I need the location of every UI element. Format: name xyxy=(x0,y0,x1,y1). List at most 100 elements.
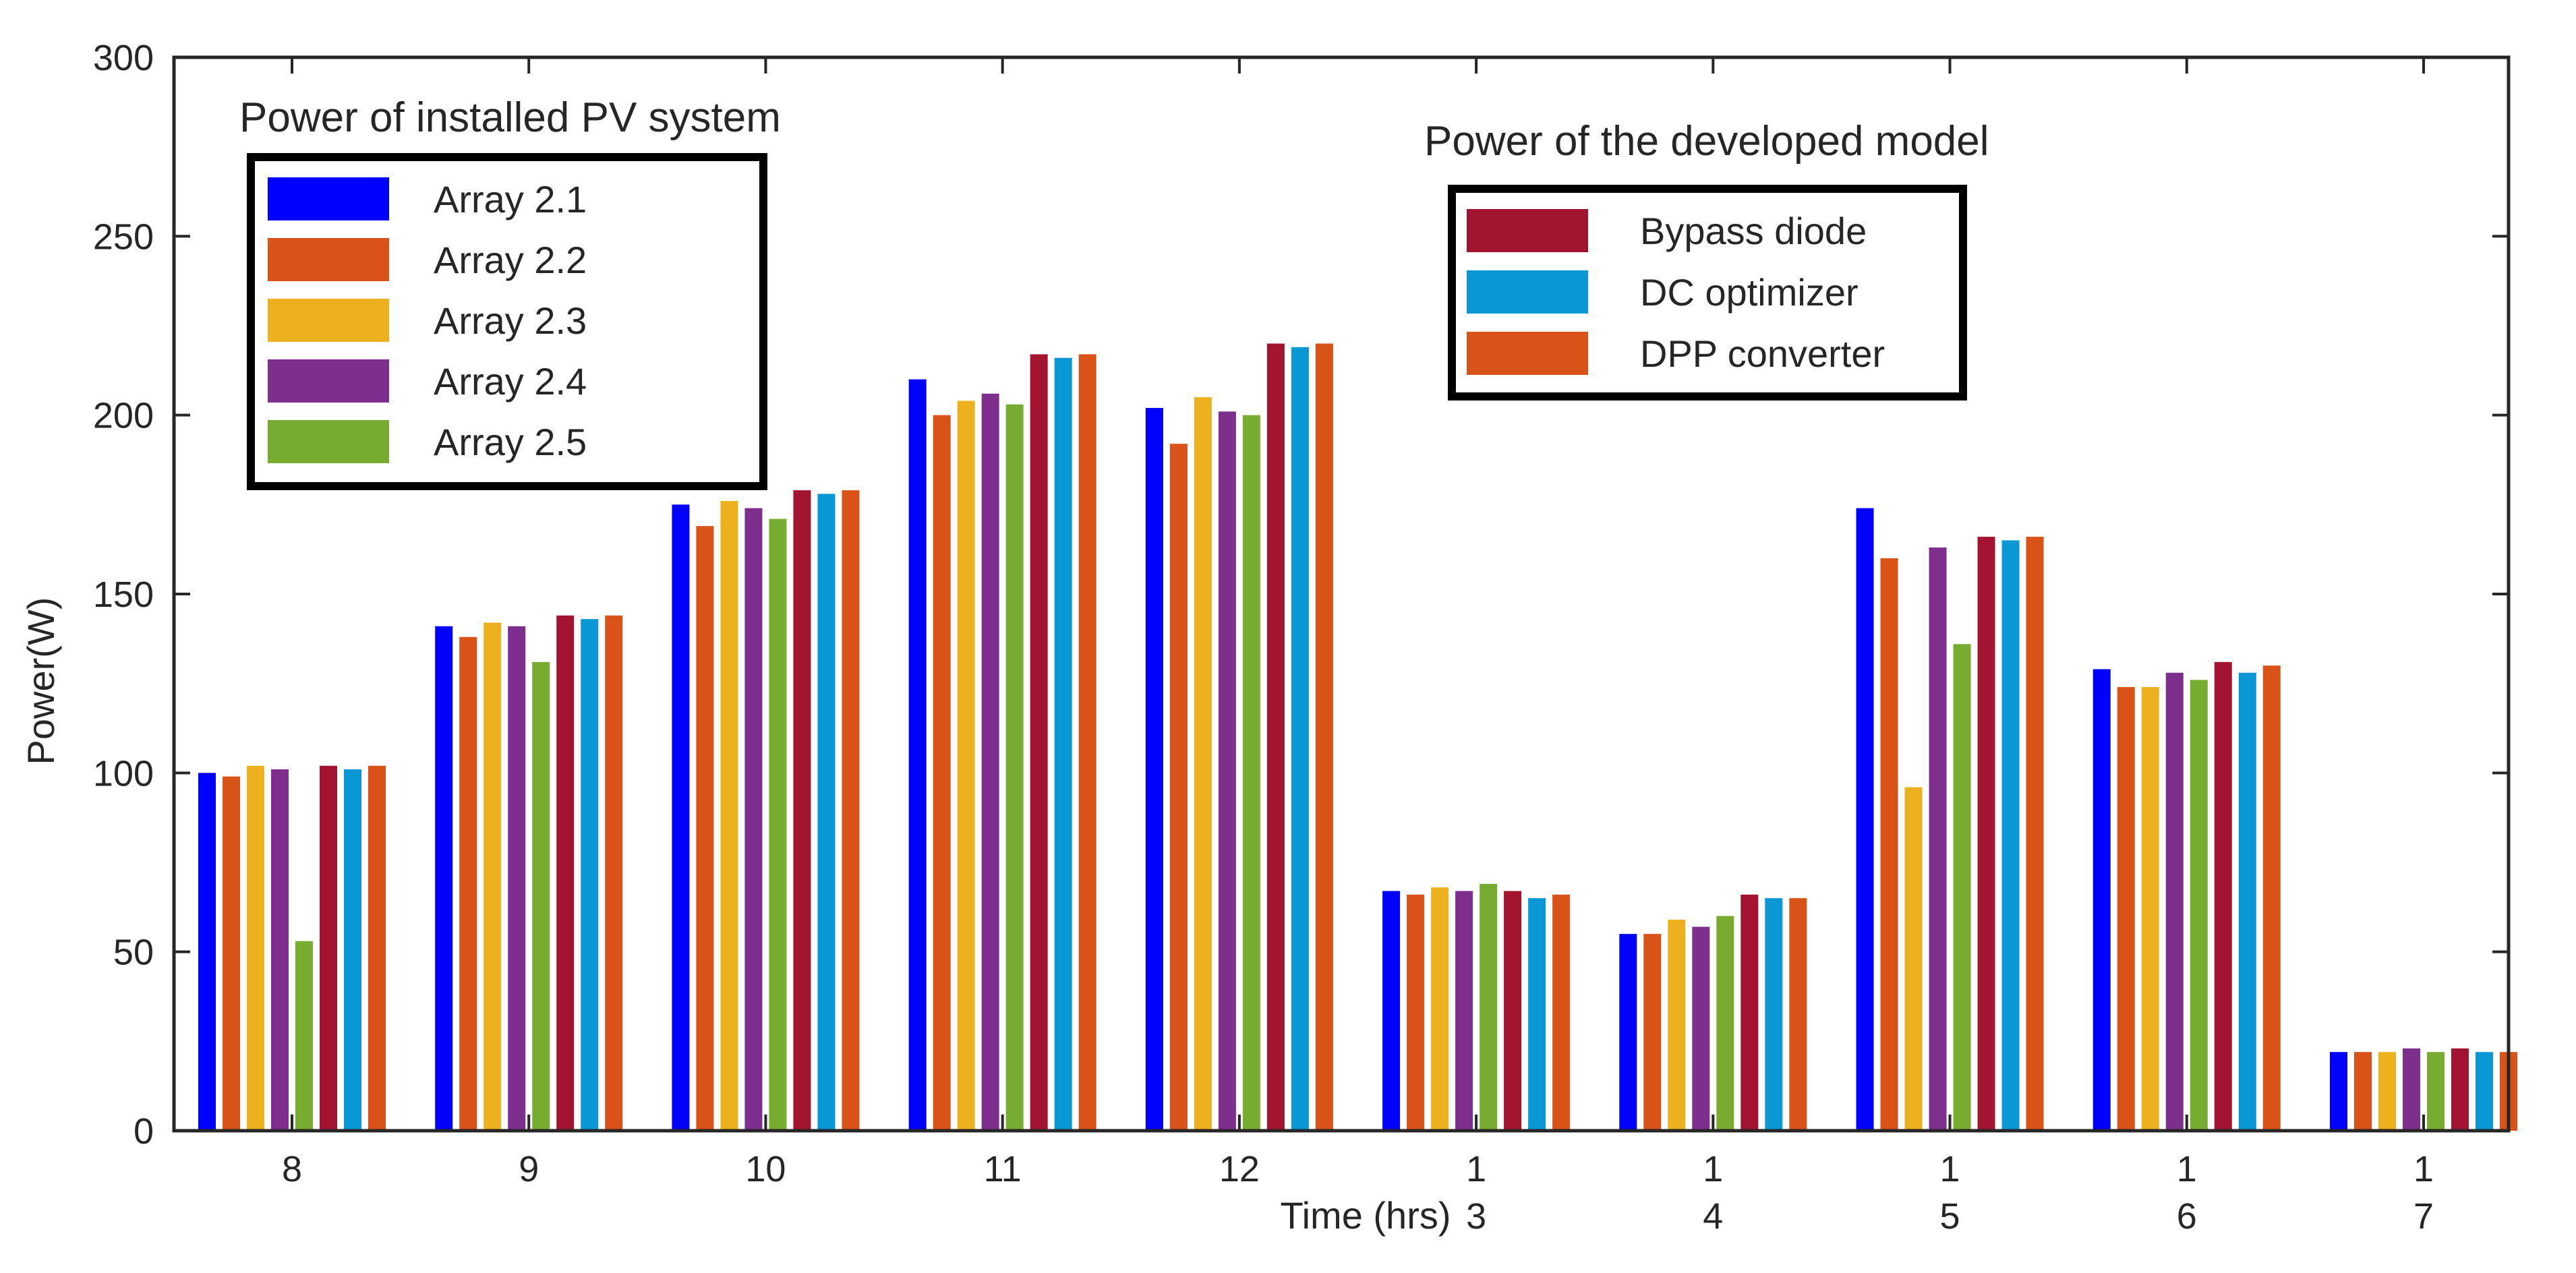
legend-label: DPP converter xyxy=(1640,332,1885,375)
bar-array-2-3-15 xyxy=(1904,787,1923,1131)
legend-label: Array 2.1 xyxy=(434,178,587,220)
x-tick-label-line2: 7 xyxy=(2413,1196,2434,1237)
bar-array-2-5-9 xyxy=(532,661,550,1131)
bar-bypass-diode-9 xyxy=(556,615,575,1131)
bar-dc-optimizer-16 xyxy=(2238,672,2256,1131)
legend-swatch-array-2-1 xyxy=(268,177,389,220)
bar-array-2-4-10 xyxy=(744,508,763,1131)
y-tick-label: 0 xyxy=(134,1111,154,1152)
x-tick-label: 8 xyxy=(282,1149,302,1189)
legend-swatch-array-2-2 xyxy=(268,238,389,281)
legend-label: Array 2.4 xyxy=(434,360,587,403)
legend-label: Array 2.2 xyxy=(434,239,587,281)
bar-array-2-2-16 xyxy=(2117,686,2135,1131)
bar-array-2-1-17 xyxy=(2330,1052,2347,1131)
bar-array-2-5-13 xyxy=(1480,883,1498,1131)
legend-swatch-array-2-4 xyxy=(268,359,389,403)
bar-array-2-1-16 xyxy=(2092,669,2111,1131)
bar-array-2-3-14 xyxy=(1668,919,1686,1131)
bar-array-2-3-10 xyxy=(720,501,738,1131)
bar-array-2-5-11 xyxy=(1005,404,1024,1131)
bar-array-2-4-11 xyxy=(981,393,999,1131)
bar-array-2-4-12 xyxy=(1218,411,1236,1131)
bar-array-2-1-9 xyxy=(435,626,453,1131)
bar-array-2-2-10 xyxy=(696,526,714,1131)
legend-swatch-dpp-converter xyxy=(1467,332,1588,375)
bar-array-2-4-16 xyxy=(2165,672,2184,1131)
bar-array-2-5-15 xyxy=(1953,644,1971,1131)
x-tick-label: 1 xyxy=(1466,1149,1486,1189)
bar-dpp-converter-10 xyxy=(842,490,860,1131)
bar-array-2-4-9 xyxy=(508,626,526,1131)
bar-array-2-3-12 xyxy=(1194,397,1212,1131)
y-tick-label: 250 xyxy=(93,216,154,257)
legend-label: DC optimizer xyxy=(1640,271,1858,314)
bar-array-2-3-11 xyxy=(957,401,975,1131)
legend-label: Bypass diode xyxy=(1640,210,1867,252)
y-axis-title: Power(W) xyxy=(20,597,62,765)
x-tick-label-line2: 3 xyxy=(1466,1196,1486,1237)
legend-swatch-array-2-5 xyxy=(268,420,389,463)
legend-installed-title: Power of installed PV system xyxy=(239,94,781,141)
bar-dc-optimizer-14 xyxy=(1765,898,1783,1131)
bar-array-2-1-14 xyxy=(1619,934,1637,1131)
x-tick-label-line2: 6 xyxy=(2177,1196,2197,1237)
bar-bypass-diode-15 xyxy=(1977,537,1995,1131)
x-tick-label: 1 xyxy=(2413,1149,2434,1189)
bar-array-2-2-11 xyxy=(933,415,951,1131)
x-tick-label: 1 xyxy=(1703,1149,1723,1189)
bar-dc-optimizer-12 xyxy=(1291,347,1309,1131)
bar-bypass-diode-17 xyxy=(2451,1048,2469,1131)
legend-swatch-dc-optimizer xyxy=(1467,270,1588,314)
bar-dpp-converter-14 xyxy=(1789,898,1807,1131)
bar-array-2-5-12 xyxy=(1242,415,1260,1131)
bar-bypass-diode-11 xyxy=(1030,354,1048,1131)
bar-dc-optimizer-15 xyxy=(2001,540,2020,1131)
bar-array-2-1-15 xyxy=(1856,508,1874,1131)
bar-array-2-5-8 xyxy=(295,941,313,1131)
bar-array-2-2-9 xyxy=(459,636,477,1131)
bar-dpp-converter-12 xyxy=(1315,343,1333,1131)
bar-array-2-2-17 xyxy=(2354,1052,2372,1131)
x-tick-label: 12 xyxy=(1219,1149,1260,1189)
bar-array-2-3-17 xyxy=(2378,1052,2396,1131)
legend-developed-model: Power of the developed model Bypass diod… xyxy=(1424,118,1989,401)
legend-label: Array 2.3 xyxy=(434,299,587,342)
bar-dpp-converter-9 xyxy=(605,615,623,1131)
bar-array-2-5-14 xyxy=(1716,916,1734,1131)
bar-array-2-3-13 xyxy=(1431,887,1449,1131)
bar-dpp-converter-11 xyxy=(1078,354,1096,1131)
bar-array-2-1-8 xyxy=(198,773,216,1131)
bar-group xyxy=(198,343,2517,1131)
bar-dpp-converter-15 xyxy=(2026,537,2044,1131)
bar-array-2-4-17 xyxy=(2403,1048,2420,1131)
bar-array-2-3-9 xyxy=(484,622,502,1131)
bar-dc-optimizer-13 xyxy=(1528,898,1546,1131)
x-tick-label: 1 xyxy=(1940,1149,1960,1189)
bar-dc-optimizer-9 xyxy=(581,619,599,1131)
bar-bypass-diode-13 xyxy=(1504,891,1522,1131)
bar-array-2-5-16 xyxy=(2190,680,2208,1131)
bar-dpp-converter-16 xyxy=(2262,665,2281,1131)
y-tick-label: 50 xyxy=(113,932,154,973)
x-tick-label: 9 xyxy=(519,1149,539,1189)
bar-dpp-converter-13 xyxy=(1552,894,1571,1131)
bar-array-2-4-15 xyxy=(1929,547,1947,1131)
bar-bypass-diode-12 xyxy=(1266,343,1285,1131)
bar-array-2-5-17 xyxy=(2427,1052,2445,1131)
bar-array-2-5-10 xyxy=(769,519,787,1131)
bar-array-2-2-15 xyxy=(1880,558,1898,1131)
y-tick-label: 300 xyxy=(93,38,154,78)
bar-dc-optimizer-11 xyxy=(1054,357,1072,1131)
bar-array-2-2-14 xyxy=(1643,934,1662,1131)
x-tick-label-line2: 4 xyxy=(1703,1196,1723,1237)
bar-array-2-2-8 xyxy=(223,776,240,1131)
bar-array-2-4-13 xyxy=(1455,891,1473,1131)
bar-array-2-1-13 xyxy=(1382,891,1401,1131)
bar-array-2-2-13 xyxy=(1407,894,1425,1131)
bar-array-2-1-10 xyxy=(672,504,690,1131)
x-tick-label: 1 xyxy=(2177,1149,2197,1189)
bar-dc-optimizer-8 xyxy=(344,769,361,1131)
y-tick-label: 200 xyxy=(93,396,154,436)
